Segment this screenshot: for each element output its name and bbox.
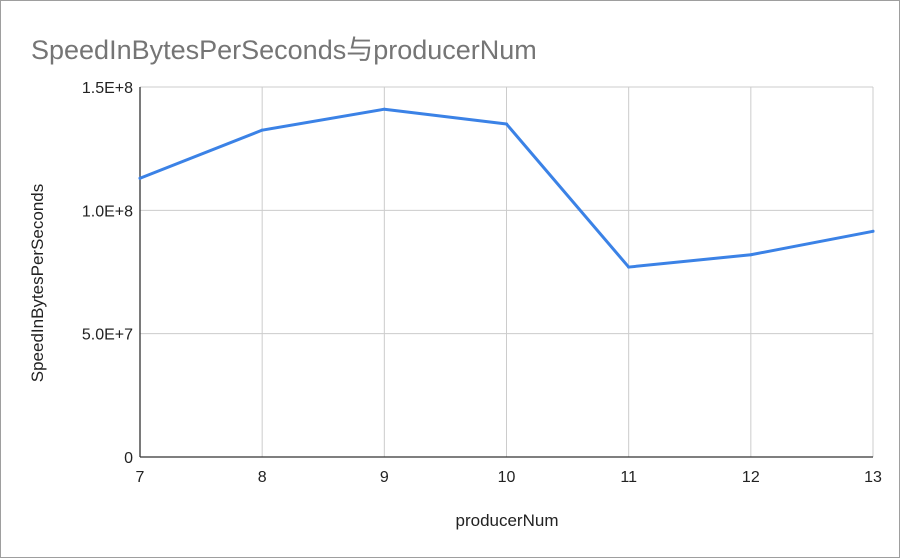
x-tick-label-8: 8 bbox=[258, 469, 267, 486]
x-tick-label-13: 13 bbox=[864, 469, 882, 486]
data-point-9 bbox=[382, 107, 386, 111]
data-point-7 bbox=[138, 176, 142, 180]
x-tick-label-9: 9 bbox=[380, 469, 389, 486]
x-tick-label-7: 7 bbox=[136, 469, 145, 486]
y-tick-label-5.0E+7: 5.0E+7 bbox=[82, 327, 133, 344]
series-layer bbox=[138, 107, 875, 269]
data-point-10 bbox=[505, 122, 508, 126]
data-point-8 bbox=[260, 128, 264, 132]
x-axis-title: producerNum bbox=[456, 511, 559, 530]
x-tick-label-12: 12 bbox=[742, 469, 760, 486]
horizontal-gridlines bbox=[140, 86, 873, 335]
axes bbox=[139, 87, 873, 458]
y-tick-label-0: 0 bbox=[124, 450, 133, 467]
data-point-12 bbox=[749, 253, 753, 257]
x-tick-label-11: 11 bbox=[620, 469, 637, 486]
y-tick-label-1.0E+8: 1.0E+8 bbox=[82, 203, 133, 220]
vertical-gridlines bbox=[261, 87, 874, 457]
data-point-11 bbox=[627, 265, 631, 269]
x-axis-tick-labels: 7 8 9 10 11 12 13 bbox=[136, 469, 882, 486]
y-axis-title: SpeedInBytesPerSeconds bbox=[28, 184, 47, 382]
y-axis-tick-labels: 0 5.0E+7 1.0E+8 1.5E+8 bbox=[82, 80, 133, 467]
data-point-13 bbox=[871, 229, 875, 233]
y-tick-label-1.5E+8: 1.5E+8 bbox=[82, 80, 133, 97]
chart-title: SpeedInBytesPerSeconds与producerNum bbox=[31, 35, 537, 65]
x-tick-label-10: 10 bbox=[498, 469, 516, 486]
